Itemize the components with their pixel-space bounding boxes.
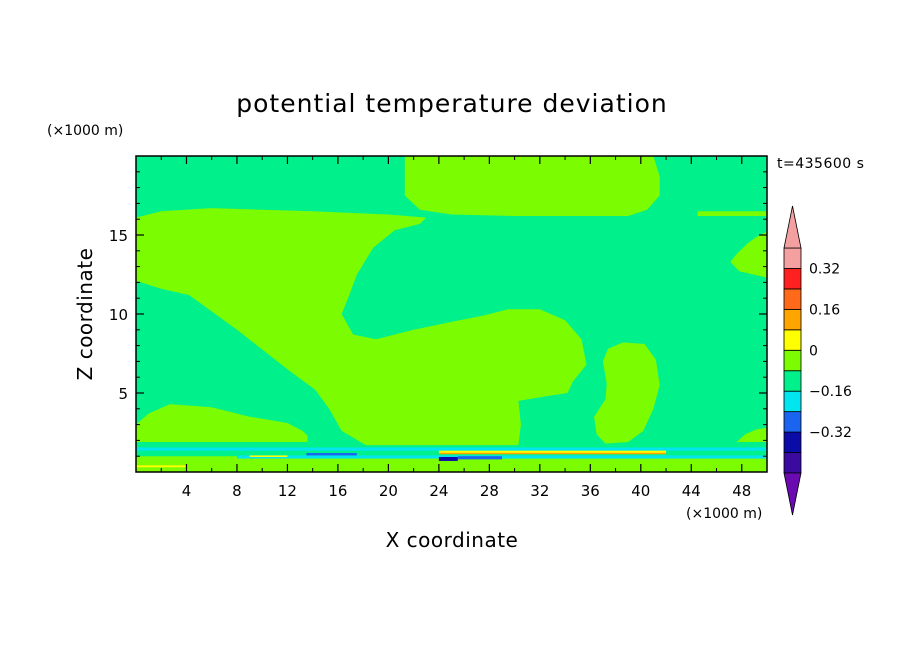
chart-title: potential temperature deviation — [236, 89, 667, 118]
colorbar-segment — [783, 411, 802, 433]
colorbar-label: 0 — [809, 343, 818, 359]
contour-band-2 — [438, 450, 667, 454]
y-tick-label: 5 — [118, 385, 128, 403]
colorbar-segment — [783, 308, 802, 331]
x-axis-title: X coordinate — [386, 528, 519, 552]
x-tick-label: 40 — [631, 482, 650, 500]
x-tick-label: 28 — [480, 482, 499, 500]
colorbar-segment — [783, 452, 802, 474]
contour-region-9 — [136, 217, 149, 221]
contour-band-3 — [438, 452, 667, 455]
x-tick-label: 16 — [328, 482, 347, 500]
contour-region-7 — [457, 386, 465, 403]
y-unit-label: (×1000 m) — [47, 123, 123, 139]
contour-region-1 — [136, 404, 308, 442]
colorbar-segment — [783, 247, 802, 269]
contour-fills — [136, 156, 767, 472]
y-tick-label: 10 — [109, 306, 128, 324]
x-tick-label: 8 — [232, 482, 242, 500]
colorbar-segment — [783, 431, 802, 453]
x-tick-label: 4 — [182, 482, 192, 500]
contour-band-4 — [306, 453, 357, 456]
colorbar-under-arrow — [783, 472, 802, 516]
contour-region-3 — [594, 342, 660, 444]
x-tick-label: 12 — [278, 482, 297, 500]
x-tick-label: 20 — [379, 482, 398, 500]
colorbar-segment — [783, 390, 802, 413]
x-tick-label: 32 — [530, 482, 549, 500]
y-axis-title: Z coordinate — [73, 248, 97, 381]
colorbar-over-arrow — [783, 205, 802, 249]
time-label: t=435600 s — [777, 156, 864, 172]
contour-region-2 — [404, 156, 660, 216]
x-unit-label: (×1000 m) — [686, 506, 762, 522]
contour-band-0 — [136, 447, 767, 451]
contour-region-8 — [697, 211, 767, 216]
colorbar-segment — [783, 268, 802, 290]
x-tick-label: 44 — [682, 482, 701, 500]
colorbar-label: −0.32 — [809, 425, 852, 441]
colorbar-label: 0.16 — [809, 302, 840, 318]
colorbar-segment — [783, 329, 802, 351]
contour-region-6 — [136, 456, 767, 472]
contour-band-7 — [136, 465, 187, 468]
colorbar-label: 0.32 — [809, 261, 840, 277]
x-tick-label: 24 — [429, 482, 448, 500]
contour-region-0 — [136, 208, 587, 446]
contour-band-8 — [249, 455, 288, 457]
x-tick-label: 36 — [581, 482, 600, 500]
colorbar-segment — [783, 349, 802, 372]
y-tick-label: 15 — [109, 227, 128, 245]
contour-band-6 — [457, 456, 502, 460]
contour-region-5 — [736, 427, 767, 442]
colorbar-segment — [783, 288, 802, 310]
contour-region-4 — [730, 231, 767, 278]
contour-band-5 — [438, 456, 458, 461]
colorbar: 0.32 0.16 0 −0.16 −0.32 — [783, 205, 852, 516]
x-tick-label: 48 — [732, 482, 751, 500]
colorbar-label: −0.16 — [809, 384, 852, 400]
colorbar-segment — [783, 370, 802, 392]
